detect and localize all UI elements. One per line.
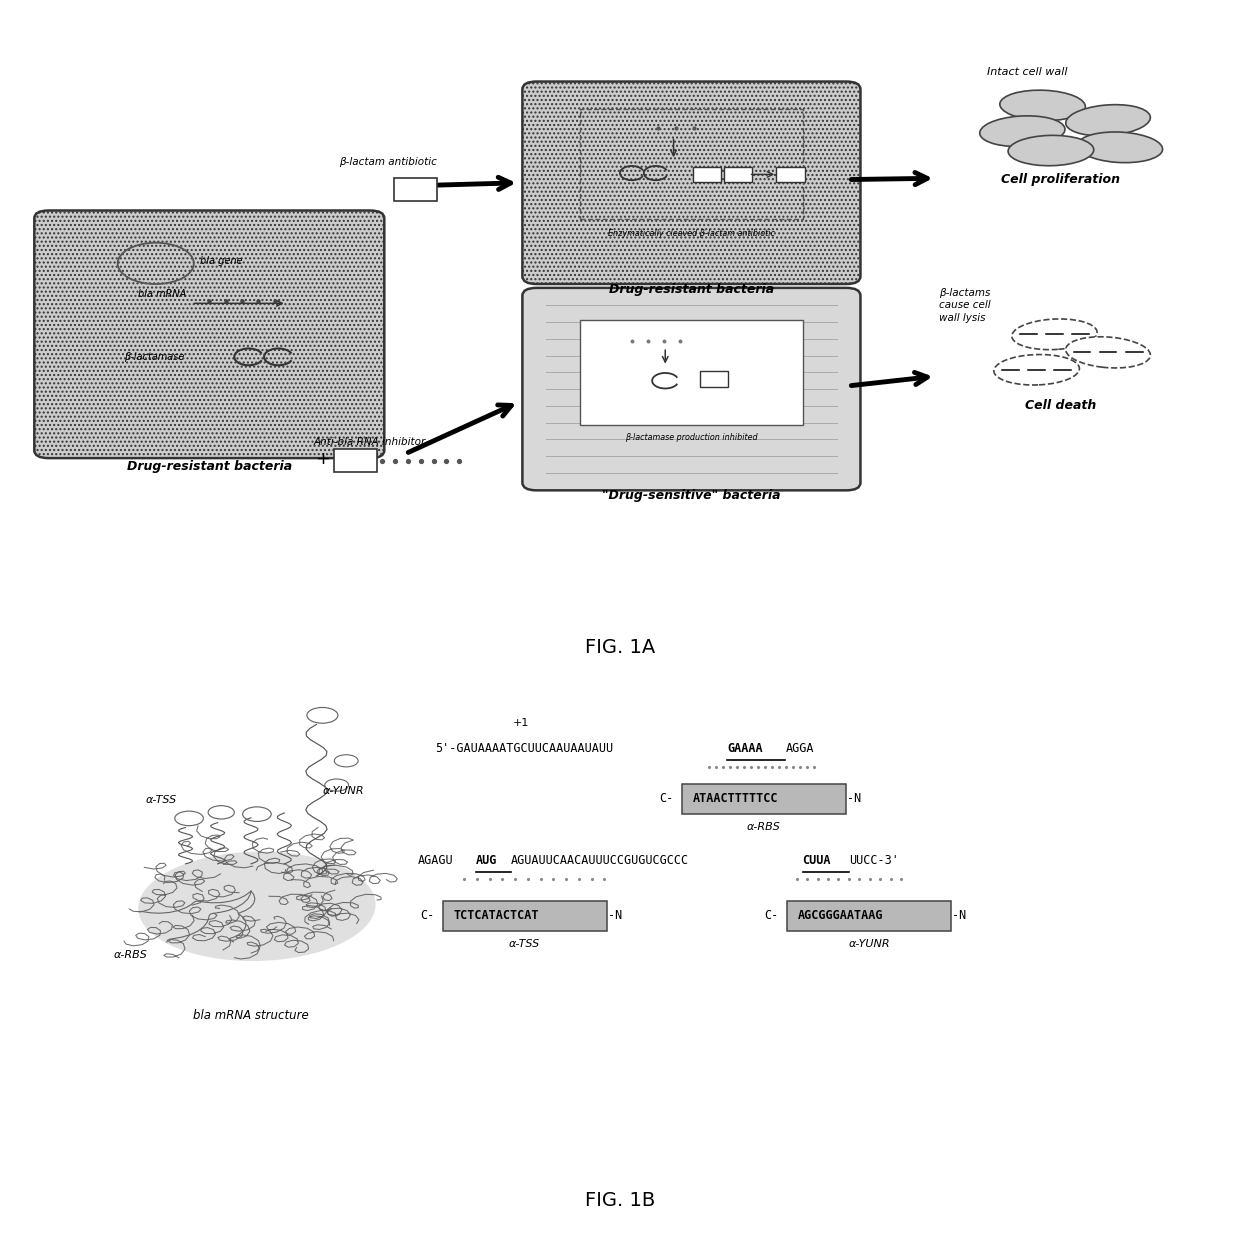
Ellipse shape — [980, 115, 1065, 146]
Text: 5'-GAUAAAATGCUUCAAUAAUAUU: 5'-GAUAAAATGCUUCAAUAAUAUU — [435, 743, 614, 755]
Text: GAAAA: GAAAA — [727, 743, 763, 755]
Text: Anti-bla RNA inhibitor: Anti-bla RNA inhibitor — [314, 438, 427, 448]
FancyBboxPatch shape — [35, 211, 384, 458]
Text: bla gene: bla gene — [200, 257, 242, 267]
Text: Intact cell wall: Intact cell wall — [987, 67, 1068, 77]
Text: ATAACTTTTTCC: ATAACTTTTTCC — [693, 792, 779, 805]
Text: AGCGGGAATAAG: AGCGGGAATAAG — [797, 909, 883, 921]
Text: -N: -N — [952, 909, 966, 921]
Text: β-lactam antibiotic: β-lactam antibiotic — [339, 157, 436, 167]
Text: TCTCATACTCAT: TCTCATACTCAT — [454, 909, 539, 921]
Text: AGUAUUCAACAUUUCCGUGUCGCCC: AGUAUUCAACAUUUCCGUGUCGCCC — [511, 854, 689, 867]
Text: α-YUNR: α-YUNR — [848, 940, 890, 950]
FancyBboxPatch shape — [579, 320, 804, 425]
FancyBboxPatch shape — [776, 166, 805, 182]
Text: α-RBS: α-RBS — [114, 950, 148, 960]
FancyBboxPatch shape — [724, 166, 753, 182]
Ellipse shape — [999, 91, 1085, 120]
Text: α-RBS: α-RBS — [746, 822, 781, 832]
Ellipse shape — [1078, 131, 1163, 162]
Text: bla mRNA: bla mRNA — [138, 289, 186, 299]
FancyBboxPatch shape — [394, 179, 436, 201]
Text: C-: C- — [660, 792, 673, 805]
FancyBboxPatch shape — [443, 901, 606, 930]
Text: +1: +1 — [513, 718, 529, 728]
Text: Enzymatically cleaved β-lactam antibiotic: Enzymatically cleaved β-lactam antibioti… — [608, 228, 775, 238]
Text: AUG: AUG — [476, 854, 497, 867]
FancyBboxPatch shape — [682, 785, 846, 813]
Ellipse shape — [994, 355, 1079, 384]
Text: Drug-resistant bacteria: Drug-resistant bacteria — [609, 283, 774, 295]
Text: -N: -N — [608, 909, 622, 921]
Text: +: + — [315, 450, 330, 469]
FancyBboxPatch shape — [522, 288, 861, 490]
FancyBboxPatch shape — [522, 82, 861, 284]
FancyBboxPatch shape — [693, 166, 722, 182]
Ellipse shape — [1065, 104, 1151, 136]
Ellipse shape — [1012, 319, 1097, 350]
Text: α-TSS: α-TSS — [146, 795, 177, 805]
Text: UUCC-3': UUCC-3' — [849, 854, 899, 867]
Text: AGAGU: AGAGU — [418, 854, 454, 867]
Text: β-lactams
cause cell
wall lysis: β-lactams cause cell wall lysis — [939, 288, 991, 322]
Text: Drug-resistant bacteria: Drug-resistant bacteria — [126, 460, 291, 472]
Ellipse shape — [1065, 337, 1151, 368]
Text: -N: -N — [847, 792, 861, 805]
Ellipse shape — [138, 852, 376, 961]
Text: C-: C- — [420, 909, 434, 921]
Text: bla mRNA structure: bla mRNA structure — [193, 1009, 309, 1022]
Text: CUUA: CUUA — [802, 854, 831, 867]
FancyBboxPatch shape — [699, 371, 728, 387]
Text: Cell death: Cell death — [1024, 399, 1096, 412]
Text: FIG. 1B: FIG. 1B — [585, 1190, 655, 1210]
FancyBboxPatch shape — [335, 449, 377, 472]
Text: α-TSS: α-TSS — [510, 940, 541, 950]
FancyBboxPatch shape — [787, 901, 951, 930]
Text: FIG. 1A: FIG. 1A — [585, 637, 655, 656]
Text: Cell proliferation: Cell proliferation — [1001, 174, 1120, 186]
Text: β-lactamase: β-lactamase — [124, 352, 184, 362]
Text: "Drug-sensitive" bacteria: "Drug-sensitive" bacteria — [603, 489, 781, 502]
Text: AGGA: AGGA — [785, 743, 813, 755]
Text: C-: C- — [765, 909, 779, 921]
Text: β-lactamase production inhibited: β-lactamase production inhibited — [625, 433, 758, 441]
Text: α-YUNR: α-YUNR — [322, 786, 365, 796]
Ellipse shape — [1008, 135, 1094, 166]
